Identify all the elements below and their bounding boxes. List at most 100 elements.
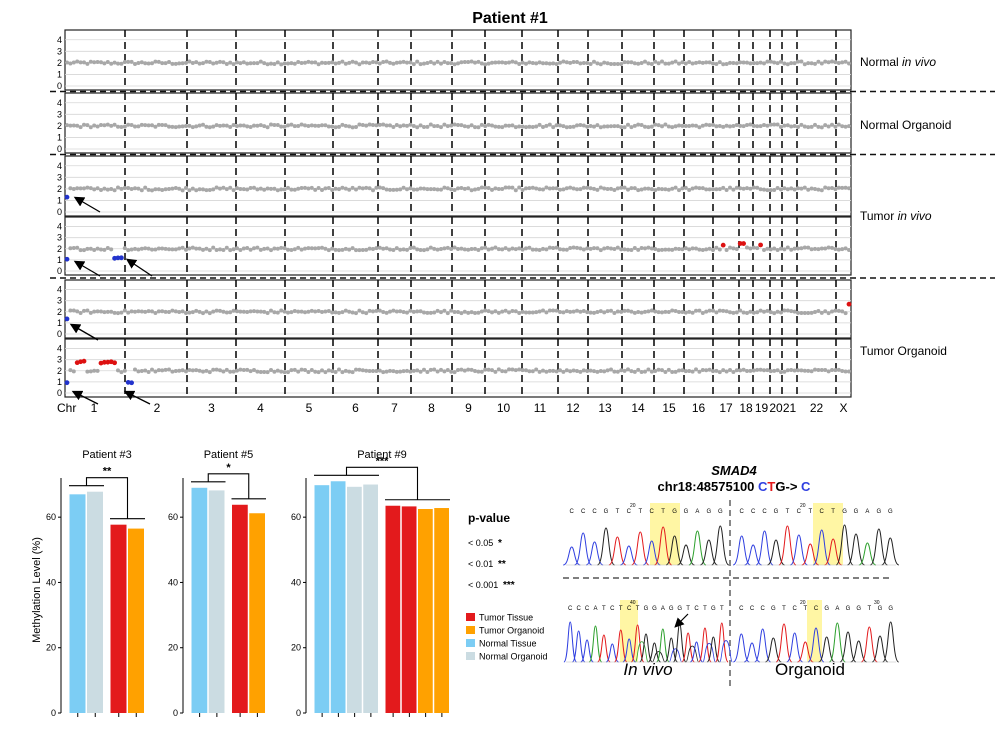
copy-number-point <box>422 61 426 66</box>
copy-number-point <box>520 60 525 65</box>
copy-number-point <box>612 61 617 66</box>
copy-number-point <box>333 247 338 252</box>
copy-number-point <box>398 124 403 129</box>
base-call: G <box>604 509 609 515</box>
copy-number-point <box>190 60 195 65</box>
copy-number-point <box>245 310 250 315</box>
copy-number-point <box>717 247 722 252</box>
copy-number-point <box>643 59 647 64</box>
copy-number-point <box>275 310 280 315</box>
copy-number-point <box>755 367 760 372</box>
copy-number-point <box>384 187 389 192</box>
copy-number-point <box>211 245 216 250</box>
copy-number-point <box>133 367 137 372</box>
copy-number-point <box>836 367 841 372</box>
position-number: 20 <box>800 503 806 509</box>
copy-number-point <box>738 186 743 191</box>
copy-number-point <box>466 247 471 252</box>
copy-number-point <box>714 187 719 192</box>
copy-number-point <box>411 309 416 314</box>
copy-number-point <box>622 185 627 190</box>
copy-number-point <box>748 61 753 66</box>
copy-number-point <box>598 309 603 314</box>
copy-number-point <box>306 123 311 128</box>
y-tick-label: 3 <box>57 109 62 119</box>
copy-number-point <box>636 310 641 315</box>
copy-number-point <box>449 308 454 313</box>
copy-number-point <box>187 123 192 128</box>
trace-peak <box>698 627 712 663</box>
copy-number-point <box>561 247 566 252</box>
copy-number-point <box>112 60 117 65</box>
copy-number-point <box>809 186 814 191</box>
copy-number-point <box>452 122 457 127</box>
significance-stars: ** <box>103 466 112 478</box>
chromosome-label: 10 <box>497 401 511 415</box>
trace-peak <box>860 626 878 663</box>
copy-number-point <box>503 308 508 313</box>
copy-number-point <box>95 186 100 191</box>
copy-number-point <box>711 187 715 192</box>
copy-number-point <box>190 368 195 373</box>
copy-number-point <box>806 310 811 315</box>
copy-number-point <box>486 61 491 66</box>
copy-number-point <box>636 61 641 66</box>
copy-number-point <box>64 380 70 386</box>
base-call: C <box>762 509 767 515</box>
copy-number-point <box>167 186 171 191</box>
copy-number-point <box>547 61 552 66</box>
copy-number-point <box>224 245 229 250</box>
copy-number-point <box>558 247 562 252</box>
copy-number-point <box>248 309 253 314</box>
copy-number-point <box>258 309 263 314</box>
copy-number-point <box>833 187 838 192</box>
methylation-bar <box>434 508 449 713</box>
copy-number-point <box>449 61 454 66</box>
copy-number-point <box>139 246 144 251</box>
trace-peak <box>571 630 586 663</box>
copy-number-point <box>371 368 375 373</box>
copy-number-point <box>738 368 743 373</box>
copy-number-point <box>282 61 287 66</box>
copy-number-point <box>619 61 624 66</box>
copy-number-point <box>289 61 294 66</box>
copy-number-point <box>609 124 613 129</box>
copy-number-point <box>734 246 739 251</box>
copy-number-point <box>143 368 148 373</box>
copy-number-point <box>388 309 392 314</box>
copy-number-point <box>615 186 620 191</box>
copy-number-point <box>282 309 287 314</box>
y-tick-label: 2 <box>57 184 62 194</box>
copy-number-point <box>792 187 797 192</box>
copy-number-point <box>751 123 756 128</box>
copy-number-point <box>163 367 168 372</box>
trace-peak <box>630 624 645 663</box>
copy-number-point <box>779 310 783 315</box>
copy-number-point <box>554 123 559 128</box>
copy-number-point <box>377 308 382 313</box>
copy-number-point <box>204 246 209 251</box>
copy-number-point <box>813 186 817 191</box>
copy-number-point <box>469 123 474 128</box>
copy-number-point <box>663 369 668 374</box>
copy-number-point <box>840 185 845 190</box>
copy-number-point <box>683 246 688 251</box>
trace-peak <box>714 622 729 663</box>
copy-number-point <box>238 367 243 372</box>
legend-swatch <box>466 639 475 647</box>
copy-number-point <box>751 245 756 250</box>
copy-number-point <box>391 61 396 66</box>
copy-number-point <box>265 125 270 130</box>
copy-number-point <box>425 61 430 66</box>
copy-number-point <box>687 247 692 252</box>
copy-number-point <box>571 59 576 64</box>
copy-number-point <box>384 123 389 128</box>
copy-number-point <box>88 369 93 374</box>
copy-number-point <box>432 124 437 129</box>
copy-number-point <box>309 308 314 313</box>
copy-number-point <box>479 185 484 190</box>
copy-number-point <box>813 246 817 251</box>
chromosome-label: 16 <box>692 401 706 415</box>
copy-number-point <box>564 309 569 314</box>
